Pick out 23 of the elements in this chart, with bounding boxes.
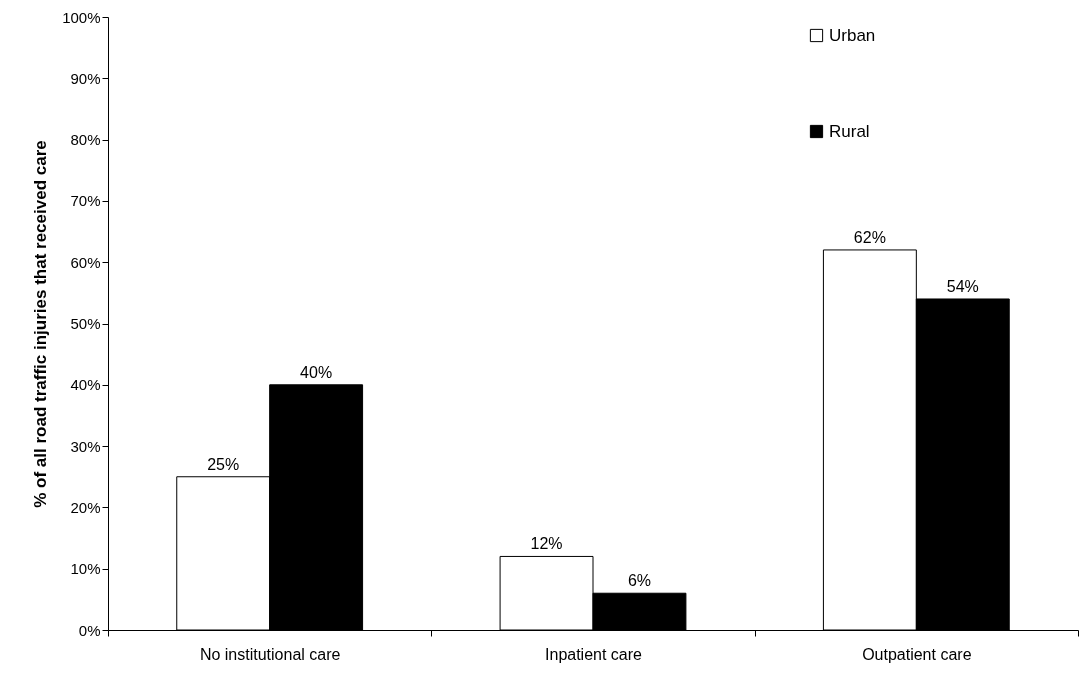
legend-label: Rural <box>829 121 870 141</box>
y-axis-title: % of all road traffic injuries that received care <box>31 140 51 508</box>
y-tick-label: 100% <box>62 8 101 26</box>
y-tick-label: 60% <box>70 253 101 271</box>
data-label: 54% <box>946 277 979 295</box>
data-label: 40% <box>300 363 333 381</box>
y-tick-label: 40% <box>70 376 101 394</box>
x-tick-label: No institutional care <box>199 645 341 663</box>
x-tick-label: Outpatient care <box>862 645 972 663</box>
y-tick-label: 90% <box>70 69 101 87</box>
data-label: 6% <box>627 572 652 590</box>
y-tick-label: 70% <box>70 192 101 210</box>
y-tick-label: 80% <box>70 131 101 149</box>
data-label: 25% <box>207 455 240 473</box>
y-tick-label: 10% <box>70 560 101 578</box>
y-tick-label: 20% <box>70 498 101 516</box>
data-label: 62% <box>853 228 886 246</box>
x-tick-label: Inpatient care <box>545 645 643 663</box>
y-tick-label: 50% <box>70 315 101 332</box>
data-label: 12% <box>530 535 563 553</box>
y-tick-label: 30% <box>70 437 101 455</box>
legend-label: Urban <box>829 25 876 45</box>
y-tick-label: 0% <box>78 621 101 639</box>
